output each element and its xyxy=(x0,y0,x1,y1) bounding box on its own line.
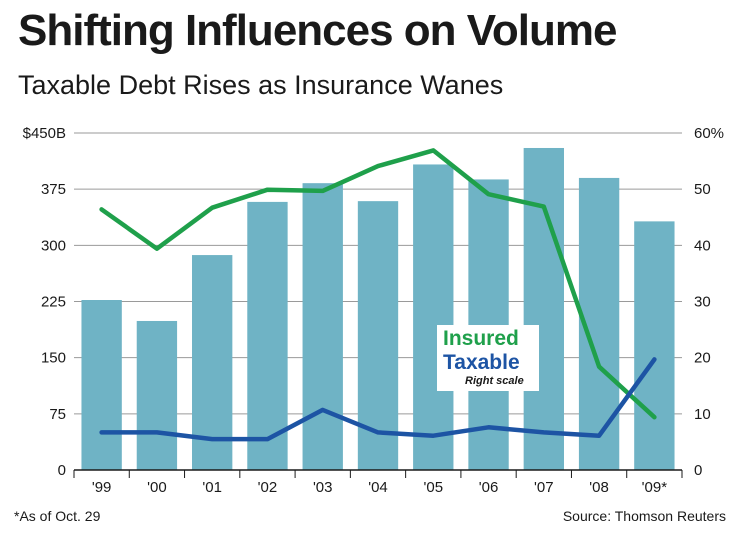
x-tick-label: '04 xyxy=(368,479,388,496)
y2-tick-label: 60% xyxy=(694,125,724,142)
y-tick-label: 75 xyxy=(49,406,66,423)
axes: 0 75 150 225 300 375 $450B 0 10 20 30 40 50 60% '99 '00… xyxy=(23,125,724,496)
footnote: *As of Oct. 29 xyxy=(14,508,101,524)
x-tick-label: '06 xyxy=(479,479,499,496)
x-tick-label: '99 xyxy=(92,479,112,496)
bar xyxy=(523,147,564,470)
line-insured xyxy=(99,148,657,420)
bar-series-volume xyxy=(81,147,675,471)
source-note: Source: Thomson Reuters xyxy=(562,508,726,524)
y-tick-label: 375 xyxy=(41,181,66,198)
bar xyxy=(136,320,178,470)
bar xyxy=(634,221,675,470)
line-taxable xyxy=(99,357,657,442)
legend: Insured Taxable Right scale xyxy=(437,325,539,391)
x-tick-label: '03 xyxy=(313,479,333,496)
chart-area: 0 75 150 225 300 375 $450B 0 10 20 30 40 50 60% '99 '00… xyxy=(23,125,724,496)
y2-tick-label: 40 xyxy=(694,237,711,254)
y2-tick-label: 20 xyxy=(694,350,711,367)
bar xyxy=(81,300,122,470)
y-tick-label: 150 xyxy=(41,350,66,367)
y2-tick-label: 30 xyxy=(694,294,711,311)
bar xyxy=(413,164,454,470)
x-tick-label: '08 xyxy=(589,479,609,496)
bar xyxy=(468,179,509,471)
x-tick-label: '07 xyxy=(534,479,554,496)
y2-tick-label: 0 xyxy=(694,462,702,479)
x-tick-label: '09* xyxy=(642,479,668,496)
line-series xyxy=(99,148,657,442)
y2-tick-label: 50 xyxy=(694,181,711,198)
y-tick-label: 0 xyxy=(58,462,66,479)
bar xyxy=(247,201,288,471)
bar xyxy=(302,183,343,471)
x-tick-label: '01 xyxy=(202,479,222,496)
chart-title: Shifting Influences on Volume xyxy=(18,6,617,55)
legend-insured: Insured xyxy=(443,327,519,350)
x-tick-label: '00 xyxy=(147,479,167,496)
bar xyxy=(192,255,233,470)
y2-tick-label: 10 xyxy=(694,406,711,423)
legend-scale-note: Right scale xyxy=(465,375,524,387)
y-tick-label: 225 xyxy=(41,294,66,311)
chart-subtitle: Taxable Debt Rises as Insurance Wanes xyxy=(18,70,504,100)
y-tick-label: 300 xyxy=(41,237,66,254)
bar xyxy=(357,201,399,470)
legend-taxable: Taxable xyxy=(443,351,520,374)
x-tick-label: '05 xyxy=(423,479,443,496)
y-tick-label: $450B xyxy=(23,125,66,142)
x-tick-label: '02 xyxy=(258,479,278,496)
